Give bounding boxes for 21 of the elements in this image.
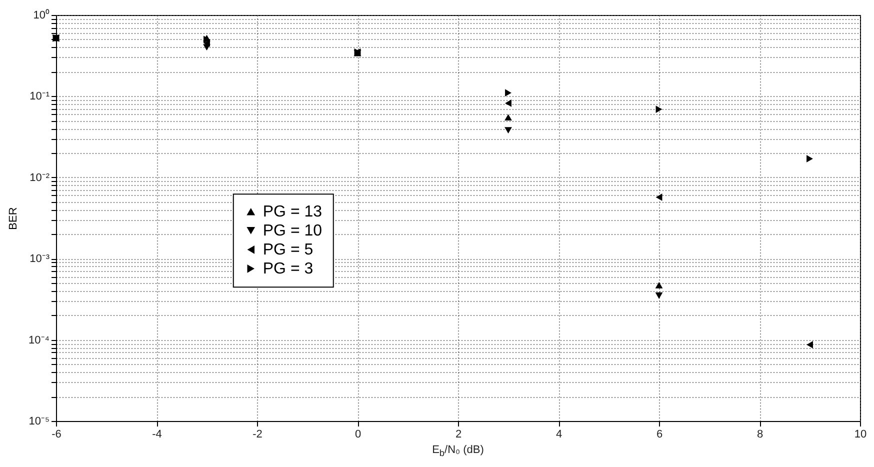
legend-label: PG = 3 <box>262 260 314 278</box>
y-tick-label: 10⁻² <box>30 172 50 184</box>
legend-label: PG = 13 <box>262 204 322 221</box>
y-tick-label: 10⁻³ <box>30 253 50 266</box>
y-tick-label: 10⁻⁴ <box>28 334 50 346</box>
x-tick-label: 8 <box>756 428 764 440</box>
x-tick-label: -6 <box>52 428 62 440</box>
x-tick-label: 2 <box>455 428 462 440</box>
legend-label: PG = 10 <box>262 222 322 240</box>
x-tick-label: 0 <box>354 428 362 440</box>
y-axis-title: BER <box>8 207 20 230</box>
legend-label: PG = 5 <box>262 242 314 259</box>
x-tick-label: 6 <box>656 428 663 440</box>
x-tick-label: 4 <box>556 428 562 440</box>
x-tick-label: -2 <box>252 428 262 440</box>
y-tick-label: 10⁻⁵ <box>28 416 50 428</box>
x-tick-label: 10 <box>854 428 867 440</box>
y-tick-label: 10⁻¹ <box>30 90 50 103</box>
y-tick-label: 10⁰ <box>33 8 50 22</box>
x-axis-title: E$_{b}$/N₀ (dB) <box>431 444 485 458</box>
x-tick-label: -4 <box>152 428 162 440</box>
